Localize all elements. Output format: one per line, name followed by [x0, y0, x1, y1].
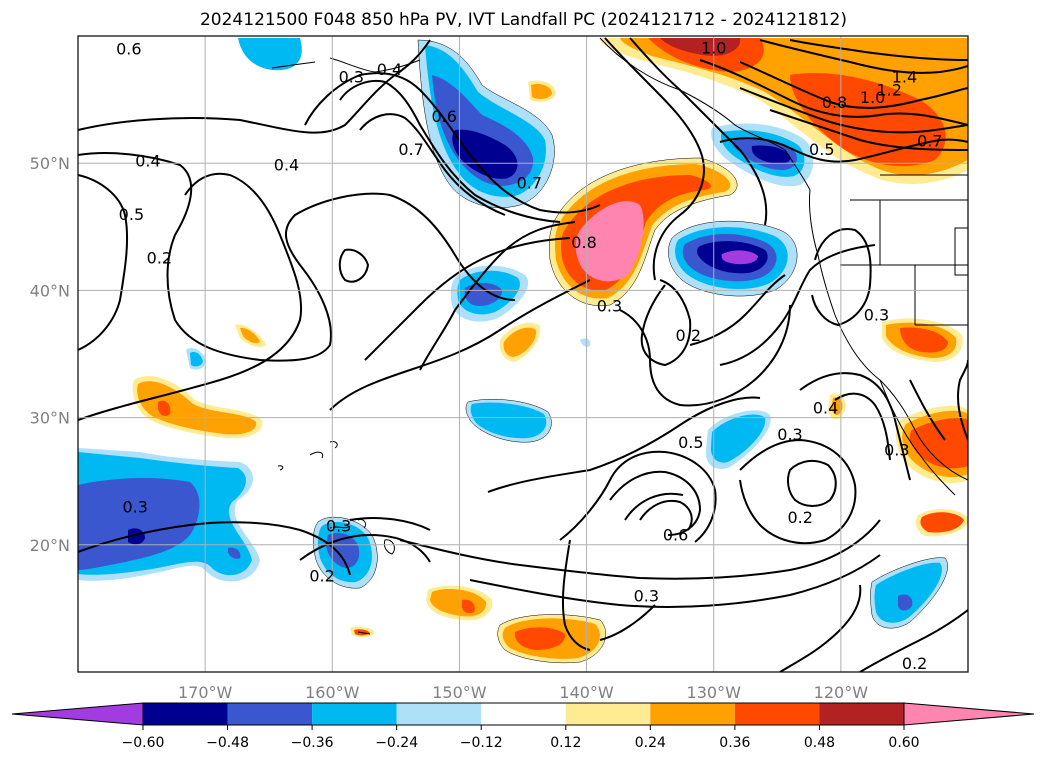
contour-label: 1.2: [876, 80, 901, 99]
contour-label: 0.7: [517, 173, 542, 192]
contour-label: 0.5: [119, 205, 144, 224]
contour-label: 0.3: [884, 440, 909, 459]
contour-label: 0.4: [274, 155, 299, 174]
latitude-label: 20°N: [30, 536, 70, 555]
latitude-label: 30°N: [30, 409, 70, 428]
colorbar-swatch: [819, 703, 904, 725]
contour-label: 0.4: [813, 398, 838, 417]
colorbar-tick-label: 0.48: [804, 735, 835, 751]
longitude-label: 160°W: [305, 683, 360, 702]
contour-label: 0.3: [122, 498, 147, 517]
contour-label: 0.6: [663, 526, 688, 545]
longitude-label: 170°W: [178, 683, 233, 702]
coastlines: [271, 37, 968, 635]
contour-label: 0.2: [676, 326, 701, 345]
contour-label: 0.3: [777, 425, 802, 444]
contour-label: 0.2: [147, 248, 172, 267]
contour-label: 1.4: [892, 68, 917, 87]
colorbar-extend-min: [11, 702, 144, 726]
longitude-label: 120°W: [814, 683, 869, 702]
latitude-labels: 50°N 40°N 30°N 20°N: [30, 154, 70, 555]
colorbar-swatch: [227, 703, 313, 725]
contour-label: 0.2: [902, 654, 927, 673]
contour-label: 0.5: [809, 140, 834, 159]
graticule: [78, 36, 968, 672]
colorbar-swatch: [650, 703, 735, 725]
latitude-label: 40°N: [30, 281, 70, 300]
pv-shading: [78, 38, 968, 663]
contour-label: 0.2: [787, 508, 812, 527]
colorbar-tick-label: −0.48: [206, 735, 249, 751]
contour-label: 1.0: [860, 88, 885, 107]
contour-label: 0.4: [377, 60, 402, 79]
contour-label: 0.4: [135, 152, 160, 171]
longitude-label: 130°W: [687, 683, 742, 702]
colorbar: −0.60 −0.48 −0.36 −0.24 −0.12 0.12 0.24 0.36 0.4…: [11, 702, 1035, 751]
contour-label: 0.5: [678, 433, 703, 452]
contour-label: 0.8: [822, 93, 847, 112]
map-frame: [77, 35, 969, 673]
contour-label: 0.2: [309, 566, 334, 585]
contour-label: 0.3: [864, 306, 889, 325]
contour-label: 0.3: [597, 297, 622, 316]
colorbar-tick-label: −0.60: [122, 735, 165, 751]
latitude-label: 50°N: [30, 154, 70, 173]
colorbar-tick-label: −0.12: [460, 735, 503, 751]
map-field: 0.60.40.31.01.41.21.00.80.70.50.60.70.40…: [78, 36, 968, 673]
contour-label: 0.3: [339, 68, 364, 87]
contour-label: 0.3: [326, 517, 351, 536]
colorbar-tick-label: 0.60: [888, 735, 919, 751]
contour-label: 0.8: [571, 233, 596, 252]
contour-label: 0.6: [431, 107, 456, 126]
colorbar-extend-max: [903, 702, 1035, 726]
colorbar-tick-label: 0.12: [550, 735, 581, 751]
colorbar-swatch: [734, 703, 820, 725]
contour-label: 0.6: [116, 40, 141, 59]
contour-label: 0.3: [634, 587, 659, 606]
colorbar-tick-label: −0.36: [291, 735, 334, 751]
contour-label: 1.0: [701, 38, 726, 57]
contour-labels: 0.60.40.31.01.41.21.00.80.70.50.60.70.40…: [116, 38, 942, 673]
colorbar-tick-label: 0.36: [719, 735, 750, 751]
colorbar-tick-label: −0.24: [375, 735, 418, 751]
longitude-labels: 170°W 160°W 150°W 140°W 130°W 120°W: [178, 683, 868, 702]
colorbar-swatch: [481, 703, 566, 725]
colorbar-swatch: [565, 703, 651, 725]
contour-label: 0.7: [917, 131, 942, 150]
colorbar-swatch: [396, 703, 482, 725]
colorbar-swatch: [312, 703, 397, 725]
colorbar-tick-label: 0.24: [635, 735, 666, 751]
map-title: 2024121500 F048 850 hPa PV, IVT Landfall…: [199, 10, 847, 30]
longitude-label: 150°W: [432, 683, 487, 702]
contour-label: 0.7: [398, 140, 423, 159]
pv-contours: [78, 37, 968, 672]
colorbar-swatch: [143, 703, 228, 725]
longitude-label: 140°W: [559, 683, 614, 702]
colorbar-frame: [142, 702, 905, 726]
